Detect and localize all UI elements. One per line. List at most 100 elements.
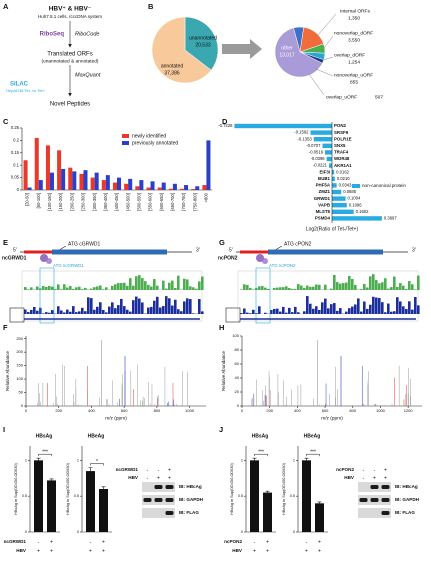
ribo-signal: [408, 281, 411, 290]
ribo-signal: [240, 289, 243, 290]
panel-letter: D: [222, 117, 228, 126]
value-label: -0.0516: [309, 150, 324, 155]
y-tick-label: 1: [77, 458, 79, 462]
ribo-signal: [99, 285, 102, 290]
condition-sign: -: [158, 467, 160, 473]
rna-signal: [411, 309, 414, 314]
rna-signal: [303, 311, 306, 314]
ribo-signal: [258, 286, 261, 290]
x-tick-label: [450-500]: [125, 193, 130, 211]
ribo-signal: [339, 283, 342, 290]
condition-sign: +: [266, 539, 269, 545]
step-sublabel: (unannotated & annotated): [41, 58, 98, 64]
rna-signal: [324, 298, 327, 314]
chart-title: HBsAg: [36, 433, 53, 439]
rna-signal: [66, 309, 69, 314]
rna-signal: [198, 299, 201, 314]
ribo-signal: [144, 281, 147, 290]
rna-signal: [30, 309, 33, 314]
slice-value: 507: [375, 94, 383, 100]
y-tick-label: 80: [235, 347, 240, 352]
ribo-signal: [132, 285, 135, 290]
bar: [105, 175, 110, 190]
ribo-signal: [381, 282, 384, 290]
value-label: -0.1592: [294, 130, 309, 135]
rna-signal: [33, 306, 36, 314]
rna-signal: [396, 297, 399, 314]
rna-signal: [306, 296, 309, 314]
bar: [86, 471, 95, 532]
rna-signal: [375, 297, 378, 314]
nc-name: ncPON2: [218, 255, 238, 261]
condition-sign: -: [363, 475, 365, 481]
bar: [184, 185, 189, 190]
ribo-signal: [372, 274, 375, 290]
x-tick-label: [300-350]: [92, 193, 97, 211]
blot-panel: [142, 508, 175, 518]
ribo-signal: [96, 286, 99, 290]
x-tick-label: [700-750]: [181, 193, 186, 211]
bar: [150, 181, 155, 190]
value-label: -0.1353: [298, 136, 313, 141]
condition-name: ncGRWD1: [116, 467, 139, 472]
rna-signal: [60, 310, 63, 314]
ribo-signal: [333, 274, 336, 290]
value-label: 0.3697: [384, 216, 397, 221]
bar: [112, 182, 117, 190]
cds: [52, 249, 167, 255]
y-axis-label: HBeAg in Sup(OD450-OD630): [66, 462, 70, 514]
ribo-signal: [72, 288, 75, 290]
nc-orf: [240, 250, 268, 254]
x-tick-label: [200-250]: [69, 193, 74, 211]
y-tick-label: 0.5: [290, 494, 295, 498]
rna-signal: [297, 312, 300, 314]
chart-title: HBsAg: [252, 433, 269, 439]
ribo-signal: [129, 278, 132, 290]
bar: [180, 188, 185, 190]
rna-signal: [321, 302, 324, 314]
ribo-signal: [243, 284, 246, 290]
rna-signal: [345, 311, 348, 314]
bar: [99, 489, 108, 532]
bar: [332, 209, 354, 214]
blot-band: [165, 511, 174, 515]
legend-swatch: [122, 141, 129, 145]
condition-name: HBV: [232, 548, 243, 553]
value-label: -0.0396: [310, 156, 325, 161]
condition-name: ncPON2: [336, 467, 354, 472]
condition-sign: +: [373, 475, 376, 481]
rna-signal: [357, 298, 360, 314]
condition-sign: +: [102, 548, 105, 554]
ribo-signal: [63, 284, 66, 290]
bar: [117, 177, 122, 190]
rna-signal: [318, 309, 321, 314]
panel-letter: E: [3, 238, 8, 247]
category-label: TRAF4: [334, 150, 349, 155]
x-tick-label: 200: [266, 408, 273, 413]
x-tick-label: 600: [322, 408, 329, 413]
ribo-signal: [177, 275, 180, 290]
rna-signal: [270, 310, 273, 314]
bar: [79, 173, 84, 190]
bar: [202, 185, 207, 190]
rna-signal: [69, 311, 72, 314]
ribo-signal: [186, 279, 189, 290]
ribo-signal: [120, 282, 123, 290]
bar: [34, 137, 39, 190]
y-tick-label: 50: [19, 390, 24, 395]
ribo-signal: [297, 284, 300, 290]
ribo-signal: [261, 286, 264, 290]
y-tick-label: 1: [25, 458, 27, 462]
highlight-box: [9, 307, 25, 323]
y-tick-label: 0: [17, 187, 20, 192]
band-label: IB: GAPDH: [395, 497, 420, 502]
category-label: MLST8: [316, 209, 331, 214]
ribo-signal: [54, 288, 57, 290]
blot-band: [154, 485, 163, 489]
tool-label: RiboCode: [75, 31, 99, 37]
value-label: 0.0210: [337, 176, 350, 181]
ribo-signal: [246, 285, 249, 290]
panel-letter: G: [219, 238, 225, 247]
ribo-signal: [315, 284, 318, 290]
x-tick-label: 800: [349, 408, 356, 413]
